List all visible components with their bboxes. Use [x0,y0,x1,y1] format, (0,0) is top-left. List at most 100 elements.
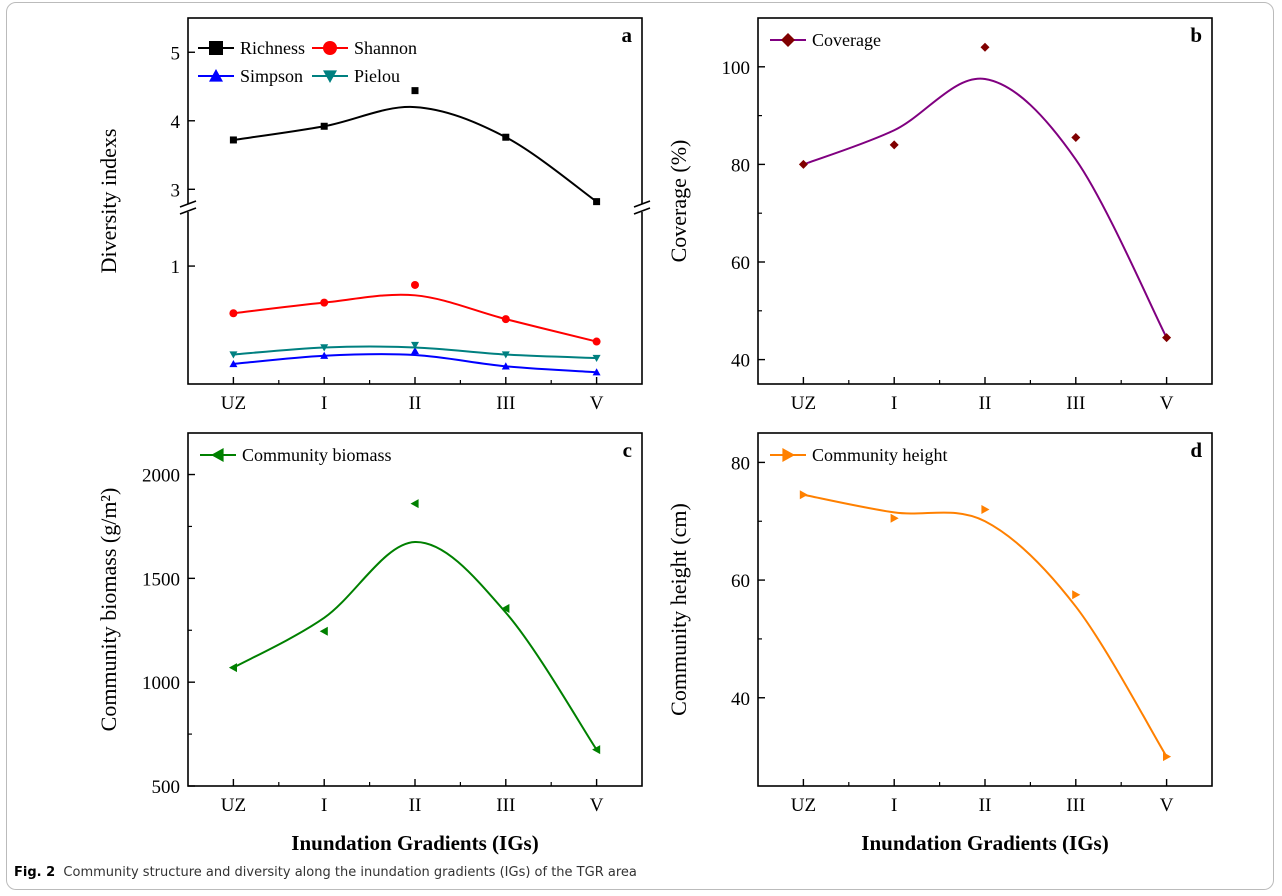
data-point-pielou [320,344,329,352]
y-tick-label: 80 [731,453,750,474]
legend-label: Richness [240,38,305,58]
x-tick-label: UZ [791,393,816,414]
data-point-shannon [592,337,601,346]
legend-label: Community height [812,445,948,465]
data-point-simpson [592,368,601,376]
series-line [232,541,598,751]
panel-letter-d: d [1190,438,1202,462]
data-point-simpson [229,359,238,368]
data-point-simpson [320,351,329,359]
legend-label: Community biomass [242,445,392,465]
x-axis-title: Inundation Gradients (IGs) [291,831,538,855]
x-tick-label: V [590,393,604,414]
y-tick-label: 1 [171,257,181,278]
x-tick-label: UZ [221,393,246,414]
data-point-richness [320,122,328,130]
data-point [890,513,899,523]
legend-label: Pielou [354,66,400,86]
figure-caption: Fig. 2 Community structure and diversity… [14,865,1264,880]
data-point [889,140,899,150]
caption-text: Community structure and diversity along … [63,865,637,880]
axis-break-mark [633,207,651,215]
axis-break-mark [179,200,197,208]
caption-figure-number: Fig. 2 [14,865,56,880]
data-point-pielou [229,351,238,359]
data-point [501,603,510,613]
legend-marker [323,70,337,83]
y-tick-label: 500 [152,777,181,798]
x-tick-label: I [891,393,897,414]
series-line-shannon [233,293,597,343]
x-axis-title: Inundation Gradients (IGs) [861,831,1108,855]
series-line [803,493,1168,758]
y-axis-title: Community height (cm) [666,503,691,716]
data-point [1162,333,1172,343]
y-tick-label: 1000 [142,673,180,694]
axis-break-gap [636,204,648,212]
legend-marker [781,33,795,47]
x-tick-label: III [496,795,515,816]
y-tick-label: 40 [731,351,750,372]
y-tick-label: 100 [722,58,751,79]
x-tick-label: I [321,393,327,414]
data-point-pielou [592,354,601,363]
y-axis-title: Coverage (%) [666,140,691,263]
x-tick-label: II [979,795,992,816]
axis-break-mark [633,200,651,208]
data-point [980,42,990,52]
y-tick-label: 80 [731,155,750,176]
x-tick-label: UZ [791,795,816,816]
data-point-shannon [501,315,510,324]
data-point-richness [411,87,419,95]
x-tick-label: V [1160,393,1174,414]
y-axis-title: Community biomass (g/m²) [96,488,121,732]
x-tick-label: I [891,795,897,816]
x-tick-label: V [1160,795,1174,816]
data-point [1071,133,1081,143]
plot-frame [757,17,1213,385]
data-point [799,490,808,500]
y-tick-label: 4 [171,112,181,133]
data-point-shannon [411,280,419,289]
axis-break-mark [179,207,197,215]
data-point [410,499,419,509]
data-point-simpson [411,346,419,355]
y-tick-label: 40 [731,689,750,710]
x-tick-label: V [590,795,604,816]
x-tick-label: II [979,393,992,414]
panel-letter-b: b [1190,23,1202,47]
x-tick-label: I [321,795,327,816]
data-point [228,663,237,673]
data-point-richness [502,133,510,141]
x-tick-label: III [1066,795,1085,816]
axis-break-gap [182,204,194,212]
data-point-shannon [229,309,238,318]
legend-marker [209,41,223,55]
data-point-richness [229,136,237,144]
y-tick-label: 60 [731,253,750,274]
series-line-simpson [233,353,597,374]
x-tick-label: II [409,393,422,414]
legend-label: Shannon [354,38,417,58]
plot-frame [757,432,1213,787]
panel-letter-c: c [623,438,632,462]
data-point [592,745,601,755]
legend-label: Simpson [240,66,303,86]
y-tick-label: 3 [171,180,181,201]
data-point [1072,590,1081,600]
data-point-pielou [411,341,419,350]
plot-frame [187,432,643,787]
legend-label: Coverage [812,30,881,50]
legend-marker [782,448,795,462]
x-tick-label: III [496,393,515,414]
figure-frame [6,2,1274,890]
panel-letter-a: a [622,23,633,47]
y-tick-label: 1500 [142,569,180,590]
x-tick-label: III [1066,393,1085,414]
x-tick-label: UZ [221,795,246,816]
legend-marker [211,448,224,462]
